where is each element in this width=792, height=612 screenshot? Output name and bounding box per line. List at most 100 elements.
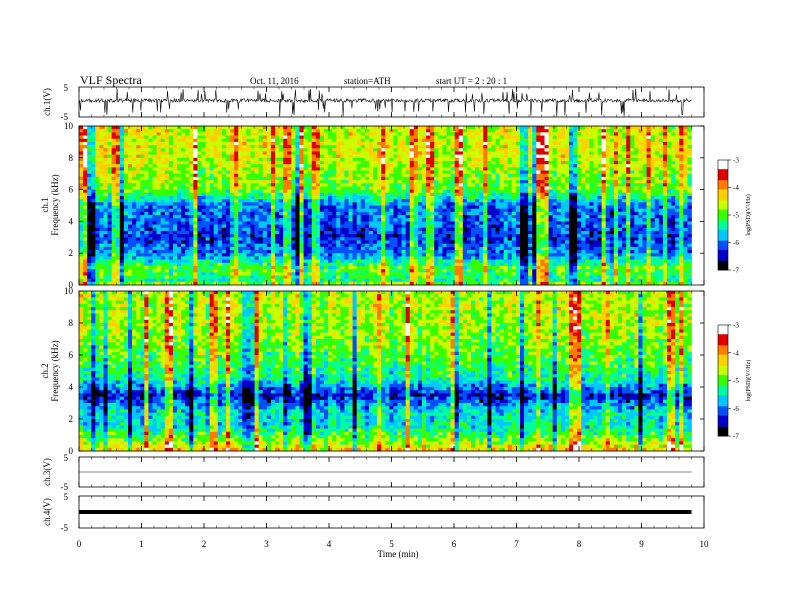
ch1-spectrogram-cell	[291, 250, 296, 254]
ch1-spectrogram-cell	[446, 129, 451, 133]
ch1-spectrogram-cell	[307, 192, 313, 197]
ch1-spectrogram-cell	[311, 195, 317, 200]
ch1-spectrogram-cell	[79, 234, 84, 238]
ch1-spectrogram-cell	[99, 199, 104, 203]
ch1-spectrogram-cell	[324, 180, 329, 184]
ch1-spectrogram-cell	[360, 151, 366, 155]
ch1-spectrogram-cell	[258, 199, 264, 203]
ch1-spectrogram-cell	[262, 170, 268, 175]
ch1-spectrogram-cell	[275, 250, 280, 254]
ch1-spectrogram-cell	[405, 237, 411, 241]
ch1-spectrogram-cell	[291, 170, 296, 175]
ch1-spectrogram-cell	[401, 180, 407, 184]
ch1-spectrogram-cell	[422, 202, 427, 206]
ch1-spectrogram-cell	[352, 278, 358, 283]
ch1-spectrogram-cell	[172, 151, 178, 155]
ch1-spectrogram-cell	[226, 205, 231, 210]
ch1-spectrogram-cell	[95, 164, 100, 168]
ch1-spectrogram-cell	[364, 160, 370, 165]
ch1-spectrogram-cell	[275, 126, 280, 130]
ch1-spectrogram-cell	[103, 259, 108, 264]
ch1-spectrogram-cell	[434, 253, 439, 257]
ch1-spectrogram-cell	[197, 186, 202, 190]
ch1-spectrogram-cell	[462, 148, 468, 152]
ch1-spectrogram-cell	[434, 199, 439, 203]
ch1-spectrogram-cell	[119, 170, 125, 175]
ch1-spectrogram-cell	[177, 246, 182, 251]
ch1-spectrogram-cell	[144, 227, 149, 232]
ch1-spectrogram-cell	[377, 230, 382, 235]
ch1-spectrogram-cell	[209, 221, 215, 225]
ch1-spectrogram-cell	[328, 275, 333, 279]
ch1-spectrogram-cell	[254, 135, 260, 140]
ch1-spectrogram-cell	[103, 243, 108, 248]
ch1-spectrogram-cell	[258, 208, 264, 213]
ch1-spectrogram-cell	[119, 186, 125, 190]
ch1-spectrogram-cell	[181, 269, 186, 273]
ch1-spectrogram-cell	[238, 272, 243, 276]
ch1-spectrogram-cell	[91, 205, 96, 210]
ch1-spectrogram-cell	[99, 211, 104, 216]
ch1-spectrogram-cell	[111, 262, 117, 267]
ch1-spectrogram-cell	[111, 275, 117, 279]
ch1-spectrogram-cell	[193, 275, 198, 279]
ch1-spectrogram-cell	[83, 205, 88, 210]
ch1-spectrogram-cell	[270, 167, 276, 171]
ch1-spectrogram-cell	[450, 224, 456, 229]
ch1-spectrogram-cell	[336, 208, 341, 213]
ch1-spectrogram-cell	[209, 262, 215, 267]
ch1-spectrogram-cell	[319, 243, 325, 248]
ch1-spectrogram-cell	[209, 186, 215, 190]
ch1-spectrogram-cell	[193, 141, 198, 146]
ch1-spectrogram-cell	[303, 269, 309, 273]
ch1-spectrogram-cell	[475, 164, 480, 168]
ch1-spectrogram-cell	[475, 167, 480, 171]
ch1-spectrogram-cell	[422, 221, 427, 225]
ch1-spectrogram-cell	[348, 199, 353, 203]
ch1-spectrogram-cell	[91, 126, 96, 130]
ch1-spectrogram-cell	[348, 189, 353, 194]
ch1-spectrogram-cell	[401, 253, 407, 257]
ch1-spectrogram-cell	[466, 250, 472, 254]
ch1-spectrogram-cell	[279, 141, 284, 146]
ch1-spectrogram-cell	[397, 126, 402, 130]
ch1-spectrogram-cell	[144, 199, 149, 203]
ch1-spectrogram-cell	[479, 164, 484, 168]
ch1-spectrogram-cell	[426, 240, 431, 245]
ch1-spectrogram-cell	[393, 199, 398, 203]
ch1-spectrogram-cell	[226, 230, 231, 235]
ch1-spectrogram-cell	[193, 246, 198, 251]
ch1-spectrogram-cell	[111, 272, 117, 276]
ch1-spectrogram-cell	[226, 253, 231, 257]
ch1-spectrogram-cell	[213, 224, 219, 229]
ch1-spectrogram-cell	[340, 192, 345, 197]
ch1-spectrogram-cell	[381, 154, 386, 159]
ch1-spectrogram-cell	[279, 262, 284, 267]
ch1-spectrogram-cell	[275, 170, 280, 175]
ch1-spectrogram-cell	[442, 246, 447, 251]
ch1-spectrogram-cell	[132, 250, 137, 254]
ch1-spectrogram-cell	[226, 160, 231, 165]
ch1-spectrogram-cell	[340, 186, 345, 190]
ch1-spectrogram-cell	[193, 170, 198, 175]
ch1-spectrogram-cell	[168, 265, 174, 270]
ch1-spectrogram-cell	[483, 138, 488, 143]
ch1-spectrogram-cell	[409, 167, 415, 171]
ch1-waveform-trace	[78, 88, 692, 117]
ch1-spectrogram-cell	[438, 141, 443, 146]
ch1-spectrogram-cell	[95, 211, 100, 216]
ch1-spectrogram-cell	[91, 278, 96, 283]
ch1-spectrogram-cell	[405, 148, 411, 152]
ch1-spectrogram-cell	[262, 215, 268, 219]
ch1-spectrogram-cell	[475, 189, 480, 194]
ch1-spectrogram-cell	[107, 151, 113, 155]
ch1-spectrogram-cell	[209, 237, 215, 241]
ch1-spectrogram-cell	[128, 250, 133, 254]
ch1-spectrogram-cell	[393, 278, 398, 283]
ch1-spectrogram-cell	[160, 167, 166, 171]
ch1-spectrogram-cell	[115, 167, 121, 171]
ch1-spectrogram-cell	[250, 141, 255, 146]
ch1-spectrogram-cell	[279, 167, 284, 171]
ch1-spectrogram-cell	[438, 170, 443, 175]
ch1-spectrogram-cell	[405, 269, 411, 273]
